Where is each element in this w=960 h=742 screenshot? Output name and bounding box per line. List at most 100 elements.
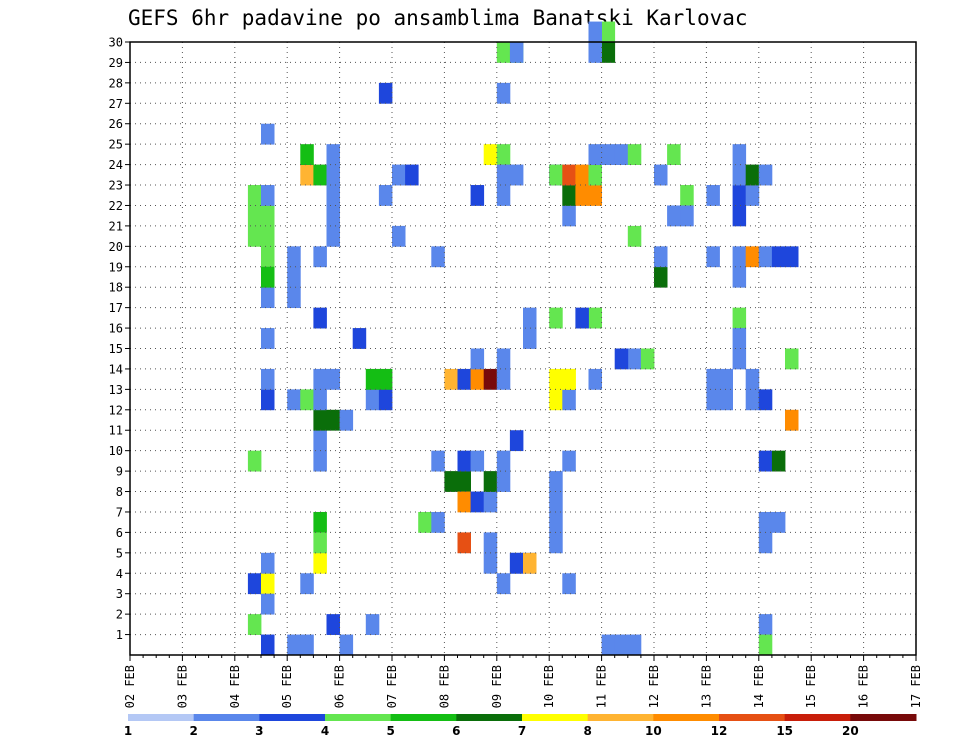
- cell-11: [261, 552, 275, 574]
- cell-162: [745, 185, 760, 206]
- cell-156: [732, 185, 747, 206]
- cell-171: [758, 246, 773, 268]
- cell-29: [300, 144, 314, 165]
- x-tick-label-10: 12 FEB: [647, 665, 661, 708]
- cell-19: [261, 634, 275, 656]
- cell-61: [405, 164, 419, 186]
- cell-146: [667, 144, 681, 165]
- cell-144: [654, 246, 668, 268]
- cell-141: [627, 144, 642, 165]
- cell-46: [326, 185, 340, 206]
- cell-147: [667, 205, 681, 227]
- legend-label-3: 4: [321, 724, 329, 738]
- cell-159: [732, 144, 747, 165]
- cell-69: [457, 491, 471, 513]
- cell-176: [758, 532, 773, 554]
- cell-75: [470, 368, 485, 390]
- cell-53: [365, 389, 380, 411]
- cell-168: [745, 389, 760, 411]
- cell-169: [745, 368, 760, 390]
- y-tick-label-18: 18: [109, 281, 123, 295]
- cell-30: [313, 552, 327, 574]
- cell-122: [575, 164, 589, 186]
- cell-15: [261, 287, 275, 309]
- cell-132: [588, 42, 602, 63]
- cell-14: [261, 328, 275, 349]
- y-tick-label-19: 19: [109, 260, 123, 274]
- cell-165: [732, 307, 747, 329]
- cell-155: [719, 389, 733, 411]
- cell-58: [378, 82, 393, 104]
- cell-5: [261, 246, 275, 268]
- cell-180: [771, 246, 786, 268]
- cell-82: [483, 144, 498, 165]
- cell-80: [483, 532, 498, 554]
- y-tick-label-21: 21: [109, 219, 123, 233]
- cell-67: [444, 368, 458, 390]
- cell-120: [562, 368, 576, 390]
- cell-31: [313, 511, 327, 533]
- cell-113: [562, 573, 576, 595]
- cell-12: [261, 389, 275, 411]
- cell-138: [627, 348, 642, 370]
- legend-swatch-2: [259, 714, 326, 721]
- y-tick-label-28: 28: [109, 76, 123, 90]
- legend-swatch-10: [784, 714, 851, 721]
- x-tick-label-14: 16 FEB: [857, 665, 871, 708]
- cell-177: [771, 511, 786, 533]
- cell-92: [496, 185, 511, 206]
- y-tick-label-4: 4: [116, 567, 123, 581]
- cell-137: [627, 634, 642, 656]
- cell-139: [640, 348, 655, 370]
- cell-102: [523, 307, 537, 329]
- legend-label-1: 2: [189, 724, 197, 738]
- legend-swatch-7: [587, 714, 654, 721]
- legend-label-10: 15: [776, 724, 793, 738]
- cell-49: [339, 634, 354, 656]
- cell-26: [300, 573, 314, 595]
- y-tick-label-2: 2: [116, 608, 123, 622]
- y-axis-ticks: 1234567891011121314151617181920212223242…: [109, 36, 130, 642]
- cell-6: [261, 225, 275, 247]
- cell-135: [601, 634, 616, 656]
- cell-50: [339, 409, 354, 431]
- x-tick-label-13: 15 FEB: [804, 665, 818, 708]
- cell-148: [680, 185, 694, 206]
- cell-179: [758, 634, 773, 656]
- cell-78: [483, 491, 498, 513]
- cell-84: [496, 573, 511, 595]
- x-tick-label-11: 13 FEB: [699, 665, 713, 708]
- cell-57: [378, 185, 393, 206]
- x-tick-label-12: 14 FEB: [752, 665, 766, 708]
- cell-16: [261, 266, 275, 288]
- cell-115: [562, 389, 576, 411]
- x-tick-label-8: 10 FEB: [542, 665, 556, 708]
- y-tick-label-6: 6: [116, 526, 123, 540]
- cell-23: [287, 287, 301, 309]
- y-tick-label-17: 17: [109, 301, 123, 315]
- cell-52: [365, 614, 380, 635]
- x-tick-label-3: 05 FEB: [280, 665, 294, 708]
- cell-152: [706, 389, 720, 411]
- cell-107: [549, 532, 563, 554]
- legend-label-7: 8: [583, 724, 591, 738]
- cell-181: [785, 246, 799, 268]
- cell-18: [261, 123, 275, 145]
- y-tick-label-16: 16: [109, 322, 123, 336]
- cell-114: [562, 450, 576, 472]
- cell-166: [732, 328, 747, 349]
- y-tick-label-24: 24: [109, 158, 123, 172]
- cell-37: [313, 368, 327, 390]
- cell-121: [575, 185, 589, 206]
- cell-95: [509, 164, 524, 186]
- cell-13: [261, 368, 275, 390]
- cell-89: [496, 471, 511, 492]
- cell-73: [470, 491, 485, 513]
- y-tick-label-10: 10: [109, 444, 123, 458]
- legend-swatch-0: [128, 714, 195, 721]
- cell-70: [457, 368, 471, 390]
- cell-72: [457, 532, 471, 554]
- legend-label-0: 1: [124, 724, 132, 738]
- cell-172: [758, 164, 773, 186]
- cell-108: [549, 368, 563, 390]
